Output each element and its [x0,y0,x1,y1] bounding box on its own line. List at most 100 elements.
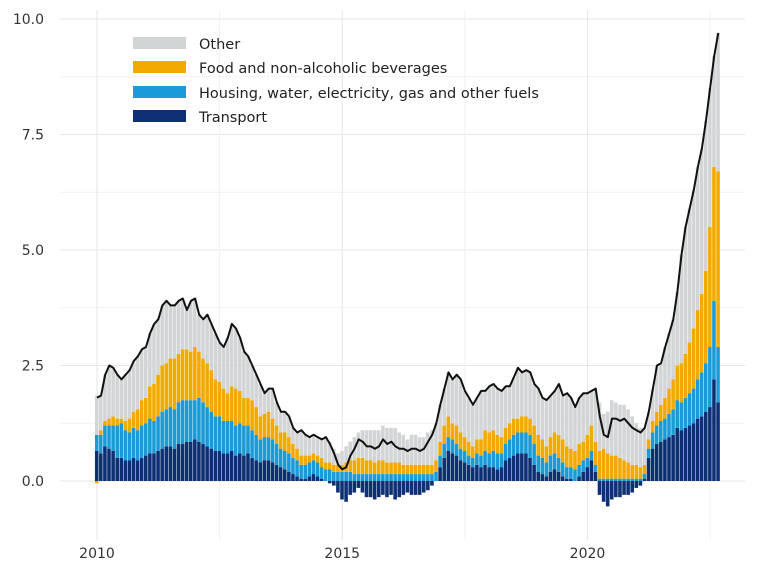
bar-transport [311,474,316,481]
bar-other [540,397,545,440]
bar-transport [364,481,369,498]
bar-other [638,427,643,468]
bar-housing-water-electricity-gas-and-other-fuels [311,460,316,475]
bar-transport [699,416,704,481]
bar-housing-water-electricity-gas-and-other-fuels [258,439,263,463]
bar-housing-water-electricity-gas-and-other-fuels [368,474,373,481]
bar-transport [168,446,173,481]
legend: Other Food and non-alcoholic beverages H… [133,37,539,126]
bar-housing-water-electricity-gas-and-other-fuels [601,478,606,481]
bar-other [205,314,209,364]
bar-housing-water-electricity-gas-and-other-fuels [217,416,222,451]
bar-other [319,439,324,458]
bar-food-and-non-alcoholic-beverages [315,455,320,463]
bar-food-and-non-alcoholic-beverages [397,462,402,475]
bar-transport [483,464,487,481]
bar-housing-water-electricity-gas-and-other-fuels [115,425,119,458]
bar-food-and-non-alcoholic-beverages [295,448,299,461]
bar-food-and-non-alcoholic-beverages [311,453,316,461]
bar-food-and-non-alcoholic-beverages [299,455,303,465]
bar-other [405,439,410,465]
bar-other [515,367,520,419]
bar-food-and-non-alcoholic-beverages [107,418,111,426]
bar-other [274,402,279,426]
bar-food-and-non-alcoholic-beverages [323,462,328,470]
bar-housing-water-electricity-gas-and-other-fuels [246,425,250,454]
bar-housing-water-electricity-gas-and-other-fuels [254,434,258,461]
bar-housing-water-electricity-gas-and-other-fuels [274,444,279,465]
bar-food-and-non-alcoholic-beverages [630,464,635,479]
bar-housing-water-electricity-gas-and-other-fuels [278,448,283,468]
bar-other [111,367,115,417]
bar-transport [258,462,263,481]
bar-transport [499,467,504,481]
bar-other [430,430,434,465]
bar-food-and-non-alcoholic-beverages [556,434,561,458]
bar-other [172,305,177,359]
bar-food-and-non-alcoholic-beverages [319,457,324,468]
bar-other [479,390,483,440]
bar-other [609,400,614,456]
bar-housing-water-electricity-gas-and-other-fuels [344,471,348,481]
bar-food-and-non-alcoholic-beverages [577,444,581,465]
bar-food-and-non-alcoholic-beverages [548,437,553,456]
bar-housing-water-electricity-gas-and-other-fuels [156,416,160,451]
bar-food-and-non-alcoholic-beverages [393,462,397,475]
bar-housing-water-electricity-gas-and-other-fuels [536,455,540,472]
bar-food-and-non-alcoholic-beverages [168,358,173,408]
bar-transport [139,457,144,481]
bar-other [348,441,352,461]
bar-other [442,388,446,426]
bar-other [164,300,169,364]
bar-transport [209,448,213,481]
bar-transport [336,481,340,493]
bar-housing-water-electricity-gas-and-other-fuels [323,469,328,481]
bar-transport [340,481,344,500]
bar-food-and-non-alcoholic-beverages [111,416,115,426]
bar-housing-water-electricity-gas-and-other-fuels [205,407,209,447]
bar-transport [683,427,688,481]
bar-food-and-non-alcoholic-beverages [708,226,712,348]
bar-other [426,432,430,465]
bar-other [499,390,504,438]
bar-housing-water-electricity-gas-and-other-fuels [475,453,479,465]
bar-food-and-non-alcoholic-beverages [581,441,585,461]
bar-transport [262,460,267,481]
bar-other [360,430,365,458]
bar-transport [426,481,430,491]
bar-housing-water-electricity-gas-and-other-fuels [348,471,352,481]
bar-transport [172,448,177,481]
bar-housing-water-electricity-gas-and-other-fuels [520,432,524,454]
bar-transport [650,448,655,481]
bar-food-and-non-alcoholic-beverages [495,434,500,454]
bar-other [94,395,99,435]
bar-transport [540,474,545,481]
bar-transport [221,453,226,481]
bar-transport [213,450,218,481]
x-axis: 2010 2015 2020 [79,546,605,562]
bar-food-and-non-alcoholic-beverages [152,383,156,421]
bar-food-and-non-alcoholic-beverages [205,363,209,408]
bar-transport [217,450,222,481]
bar-housing-water-electricity-gas-and-other-fuels [716,347,720,403]
bar-transport [520,453,524,481]
bar-food-and-non-alcoholic-beverages [466,441,471,456]
bar-other [573,407,577,451]
bar-food-and-non-alcoholic-beverages [536,434,540,456]
bar-housing-water-electricity-gas-and-other-fuels [127,432,132,461]
bar-transport [197,441,201,481]
bar-other [695,166,700,311]
bar-transport [634,481,639,488]
bar-transport [381,481,385,495]
bar-other [180,298,185,350]
bar-other [193,298,197,348]
bar-food-and-non-alcoholic-beverages [303,455,308,465]
bar-food-and-non-alcoholic-beverages [716,171,720,348]
bar-housing-water-electricity-gas-and-other-fuels [659,420,663,442]
bar-transport [242,455,246,481]
legend-label-food: Food and non-alcoholic beverages [199,61,447,77]
bar-food-and-non-alcoholic-beverages [131,411,136,428]
bar-transport [270,462,275,481]
bar-other [581,393,585,442]
bar-housing-water-electricity-gas-and-other-fuels [487,453,491,468]
